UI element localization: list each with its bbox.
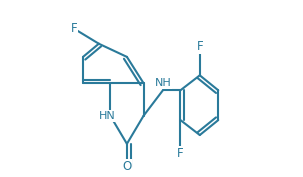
Text: NH: NH [155,78,171,88]
Text: O: O [122,160,132,173]
Text: HN: HN [99,111,116,121]
Text: F: F [196,40,203,53]
Text: F: F [71,22,78,35]
Text: F: F [177,147,184,160]
